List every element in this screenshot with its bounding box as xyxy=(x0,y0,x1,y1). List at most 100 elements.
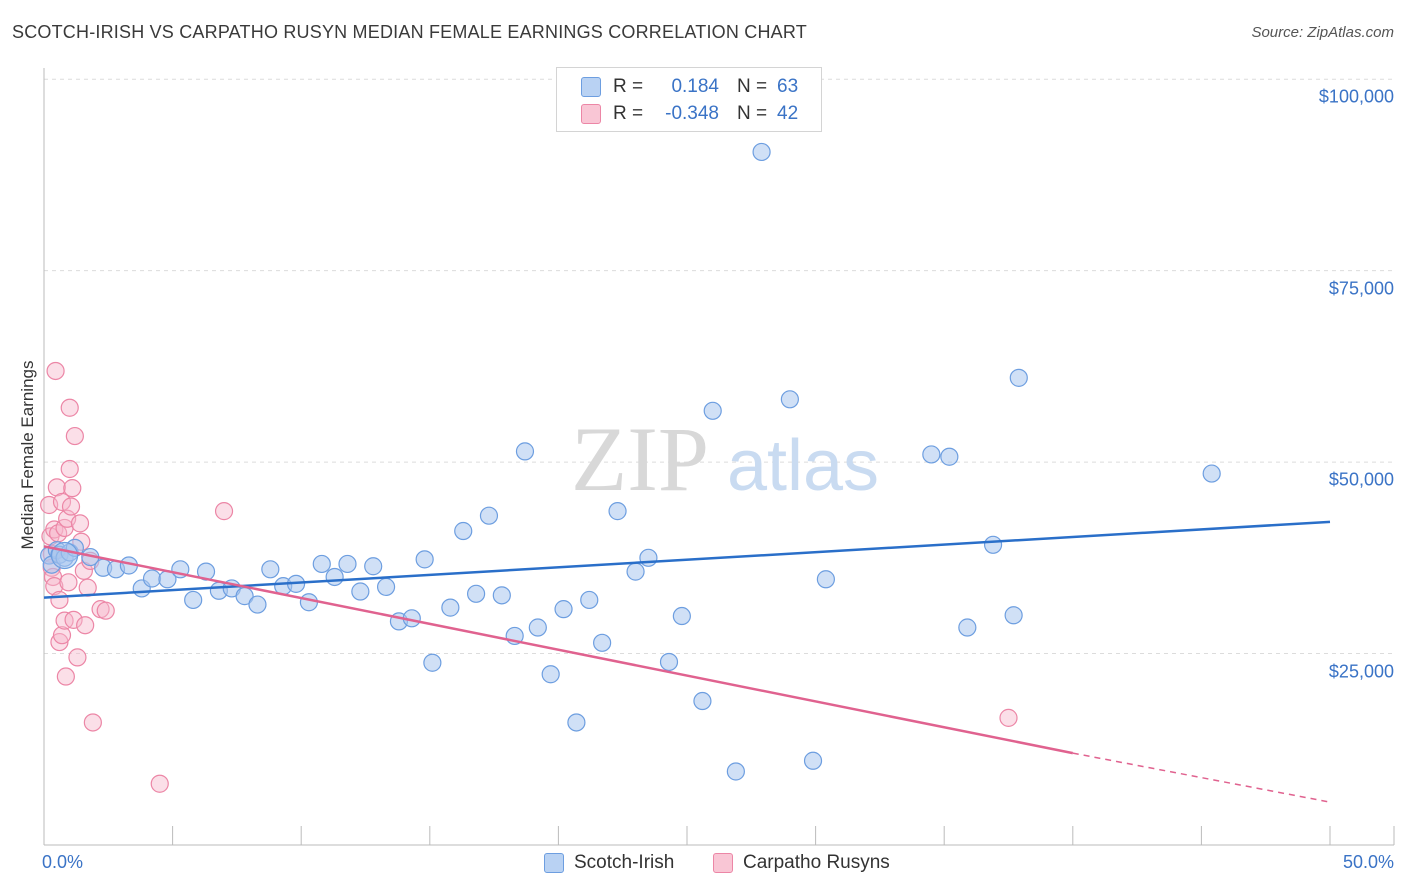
bottom-legend-scotch-irish: Scotch-Irish xyxy=(544,852,674,874)
scotch-irish-point xyxy=(1004,606,1023,625)
carpatho-rusyns-point xyxy=(60,459,79,479)
scotch-irish-point xyxy=(184,590,203,610)
watermark: ZIP atlas xyxy=(571,408,879,510)
scotch-irish-point xyxy=(580,590,599,610)
carpatho-rusyns-point xyxy=(59,573,78,592)
legend-r-value: -0.348 xyxy=(665,103,719,124)
legend-n-value: 42 xyxy=(777,103,799,124)
scotch-irish-point xyxy=(1202,464,1221,483)
scotch-irish-point xyxy=(703,401,722,420)
scotch-irish-point xyxy=(659,652,679,672)
carpatho-rusyns-point xyxy=(61,497,81,516)
scotch-irish-point xyxy=(593,633,612,652)
carpatho-rusyns-point xyxy=(46,361,65,381)
watermark-atlas: atlas xyxy=(727,426,879,506)
scotch-irish-point xyxy=(922,445,941,464)
scotch-irish-point xyxy=(351,582,370,601)
scotch-irish-point xyxy=(958,618,977,637)
legend-swatch-blue xyxy=(581,77,601,97)
scotch-irish-point xyxy=(528,618,547,637)
x-tick-min: 0.0% xyxy=(42,852,84,872)
scotch-irish-point xyxy=(466,584,486,603)
scotch-irish-point xyxy=(541,665,560,684)
bottom-legend-label: Carpatho Rusyns xyxy=(743,852,890,873)
scotch-irish-point xyxy=(376,577,396,597)
legend-r-value: 0.184 xyxy=(671,76,719,97)
carpatho-rusyns-point xyxy=(60,398,79,417)
scotch-irish-point xyxy=(441,598,460,617)
scotch-irish-point xyxy=(567,713,586,732)
scotch-irish-point xyxy=(1009,368,1028,387)
y-tick-label: $100,000 xyxy=(1318,86,1394,107)
carpatho-rusyns-points xyxy=(40,361,1018,793)
scotch-irish-point xyxy=(554,600,573,619)
carpatho-rusyns-point xyxy=(150,774,169,793)
scotch-irish-point xyxy=(142,569,162,588)
scotch-irish-point xyxy=(693,691,712,711)
legend-row-scotch-irish: R = 0.184 N = 63 xyxy=(581,75,798,99)
carpatho-rusyns-point xyxy=(999,708,1018,727)
scotch-irish-point xyxy=(515,442,535,461)
carpatho-rusyns-point xyxy=(52,492,72,512)
scotch-irish-point xyxy=(492,586,511,605)
scotch-irish-point xyxy=(299,593,319,612)
scotch-irish-point xyxy=(816,570,835,589)
source-label: Source: ZipAtlas.com xyxy=(1251,24,1394,41)
carpatho-rusyns-point xyxy=(65,426,84,446)
y-tick-label: $75,000 xyxy=(1328,278,1394,299)
carpatho-rusyns-point xyxy=(68,648,87,667)
legend-n-label: N = xyxy=(737,103,768,124)
legend-r-label: R = xyxy=(613,76,644,97)
bottom-legend-label: Scotch-Irish xyxy=(574,852,675,873)
scotch-irish-point xyxy=(364,557,383,576)
scotch-irish-point xyxy=(479,506,499,525)
carpatho-rusyns-point xyxy=(56,667,75,686)
carpatho-rusyns-point xyxy=(63,479,82,498)
scotch-irish-point xyxy=(608,502,627,521)
carpatho-rusyns-point xyxy=(52,626,72,645)
scotch-irish-point xyxy=(940,447,959,466)
scotch-irish-point xyxy=(338,554,357,574)
scotch-irish-point xyxy=(261,560,280,579)
legend-n-label: N = xyxy=(737,76,768,97)
scotch-irish-point xyxy=(423,653,442,672)
carpatho-rusyns-point xyxy=(83,713,102,732)
carpatho-rusyns-point xyxy=(214,502,234,521)
y-tick-label: $25,000 xyxy=(1328,661,1394,682)
x-tick-max: 50.0% xyxy=(1342,852,1394,872)
legend-swatch-pink xyxy=(581,104,601,124)
scotch-irish-point xyxy=(626,562,645,581)
bottom-legend-swatch-pink xyxy=(713,853,733,873)
y-tick-label: $50,000 xyxy=(1328,469,1394,490)
bottom-legend-carpatho-rusyns: Carpatho Rusyns xyxy=(713,852,890,874)
legend-n-value: 63 xyxy=(777,76,799,97)
legend-row-carpatho-rusyns: R = -0.348 N = 42 xyxy=(581,102,798,126)
carpatho-rusyns-trend-line xyxy=(43,545,1074,755)
scotch-irish-point xyxy=(50,541,79,570)
carpatho-rusyns-trend-extension xyxy=(1072,752,1331,803)
scotch-irish-point xyxy=(803,751,823,770)
carpatho-rusyns-point xyxy=(50,590,69,610)
axes xyxy=(43,68,1395,846)
trend-lines xyxy=(43,520,1331,803)
scotch-irish-point xyxy=(983,535,1003,554)
scotch-irish-point xyxy=(672,606,691,626)
scotch-irish-point xyxy=(312,554,331,574)
carpatho-rusyns-point xyxy=(96,601,115,620)
gridlines xyxy=(44,78,1394,655)
legend: R = 0.184 N = 63 R = -0.348 N = 42 xyxy=(556,67,822,132)
carpatho-rusyns-point xyxy=(76,616,95,635)
chart-title: SCOTCH-IRISH VS CARPATHO RUSYN MEDIAN FE… xyxy=(12,22,807,42)
scotch-irish-point xyxy=(752,142,771,162)
legend-r-label: R = xyxy=(613,103,644,124)
carpatho-rusyns-point xyxy=(70,514,90,533)
scotch-irish-point xyxy=(639,548,658,567)
scotch-irish-point xyxy=(248,595,267,614)
scotch-irish-point xyxy=(726,762,745,781)
carpatho-rusyns-point xyxy=(64,610,83,629)
scotch-irish-point xyxy=(454,521,473,541)
scotch-irish-point xyxy=(415,550,434,569)
scotch-irish-point xyxy=(780,390,799,409)
scotch-irish-trend-line xyxy=(43,520,1331,599)
